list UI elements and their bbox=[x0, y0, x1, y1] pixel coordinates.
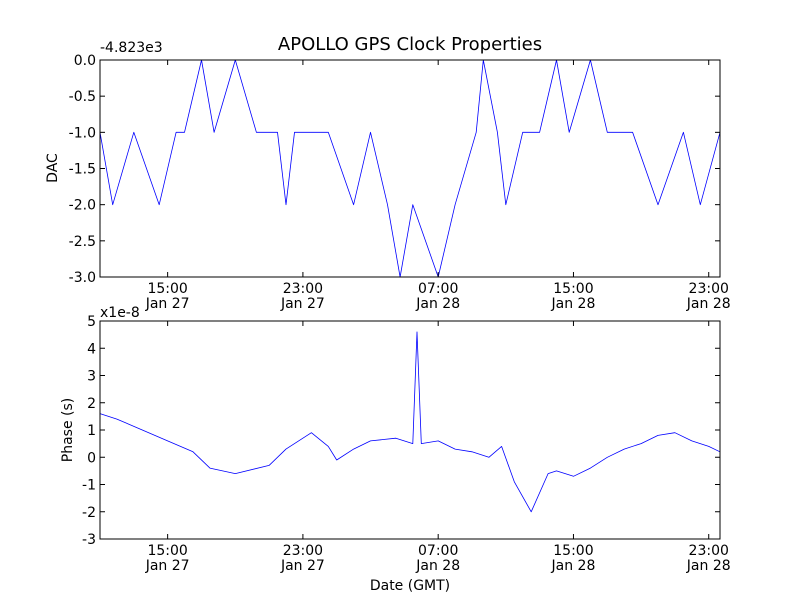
x-tick-time-label: 23:00 bbox=[689, 281, 729, 297]
phase-series-line bbox=[99, 331, 721, 513]
x-tick-date-label: Jan 27 bbox=[280, 296, 325, 312]
x-tick-date-label: Jan 27 bbox=[145, 296, 190, 312]
x-tick-time-label: 15:00 bbox=[147, 281, 187, 297]
y-tick-label: -3.0 bbox=[69, 270, 96, 286]
phase-ylabel: Phase (s) bbox=[60, 398, 76, 462]
x-tick-date-label: Jan 28 bbox=[415, 296, 460, 312]
x-tick-time-label: 15:00 bbox=[147, 543, 187, 559]
x-tick-time-label: 15:00 bbox=[553, 281, 593, 297]
y-tick-label: -1.5 bbox=[69, 162, 96, 178]
y-tick-label: -2 bbox=[82, 505, 96, 521]
y-tick-label: 1 bbox=[87, 423, 96, 439]
x-tick-time-label: 23:00 bbox=[283, 281, 323, 297]
x-tick-time-label: 23:00 bbox=[283, 543, 323, 559]
y-tick-label: 2 bbox=[87, 396, 96, 412]
x-tick-date-label: Jan 27 bbox=[280, 558, 325, 574]
x-tick-date-label: Jan 28 bbox=[551, 558, 596, 574]
y-tick-label: 0.0 bbox=[74, 53, 96, 69]
figure-title: APOLLO GPS Clock Properties bbox=[278, 34, 542, 55]
y-tick-label: -2.5 bbox=[69, 234, 96, 250]
x-tick-time-label: 07:00 bbox=[418, 543, 458, 559]
phase-axes-frame bbox=[99, 320, 721, 540]
y-tick-label: 4 bbox=[87, 341, 96, 357]
x-tick-date-label: Jan 28 bbox=[551, 296, 596, 312]
x-tick-date-label: Jan 28 bbox=[686, 296, 731, 312]
dac-series-line bbox=[99, 59, 721, 278]
x-tick-date-label: Jan 27 bbox=[145, 558, 190, 574]
y-tick-label: 0 bbox=[87, 450, 96, 466]
dac-offset-label: -4.823e3 bbox=[100, 40, 163, 56]
phase-offset-label: x1e-8 bbox=[100, 305, 140, 321]
x-tick-time-label: 15:00 bbox=[553, 543, 593, 559]
x-tick-time-label: 07:00 bbox=[418, 281, 458, 297]
y-tick-label: 3 bbox=[87, 369, 96, 385]
dac-ylabel: DAC bbox=[45, 153, 61, 183]
y-tick-label: 5 bbox=[87, 314, 96, 330]
y-tick-label: -3 bbox=[82, 532, 96, 548]
dac-panel: -4.823e3 DAC 0.0 -0.5 -1.0 -1.5 -2.0 -2.5 -3.0… bbox=[45, 40, 731, 312]
x-tick-date-label: Jan 28 bbox=[415, 558, 460, 574]
x-tick-time-label: 23:00 bbox=[689, 543, 729, 559]
y-tick-label: -0.5 bbox=[69, 89, 96, 105]
x-axis-label: Date (GMT) bbox=[370, 578, 450, 594]
dac-axes-frame bbox=[99, 59, 721, 278]
x-tick-date-label: Jan 28 bbox=[686, 558, 731, 574]
y-tick-label: -1.0 bbox=[69, 125, 96, 141]
y-tick-label: -2.0 bbox=[69, 198, 96, 214]
y-tick-label: -1 bbox=[82, 478, 96, 494]
